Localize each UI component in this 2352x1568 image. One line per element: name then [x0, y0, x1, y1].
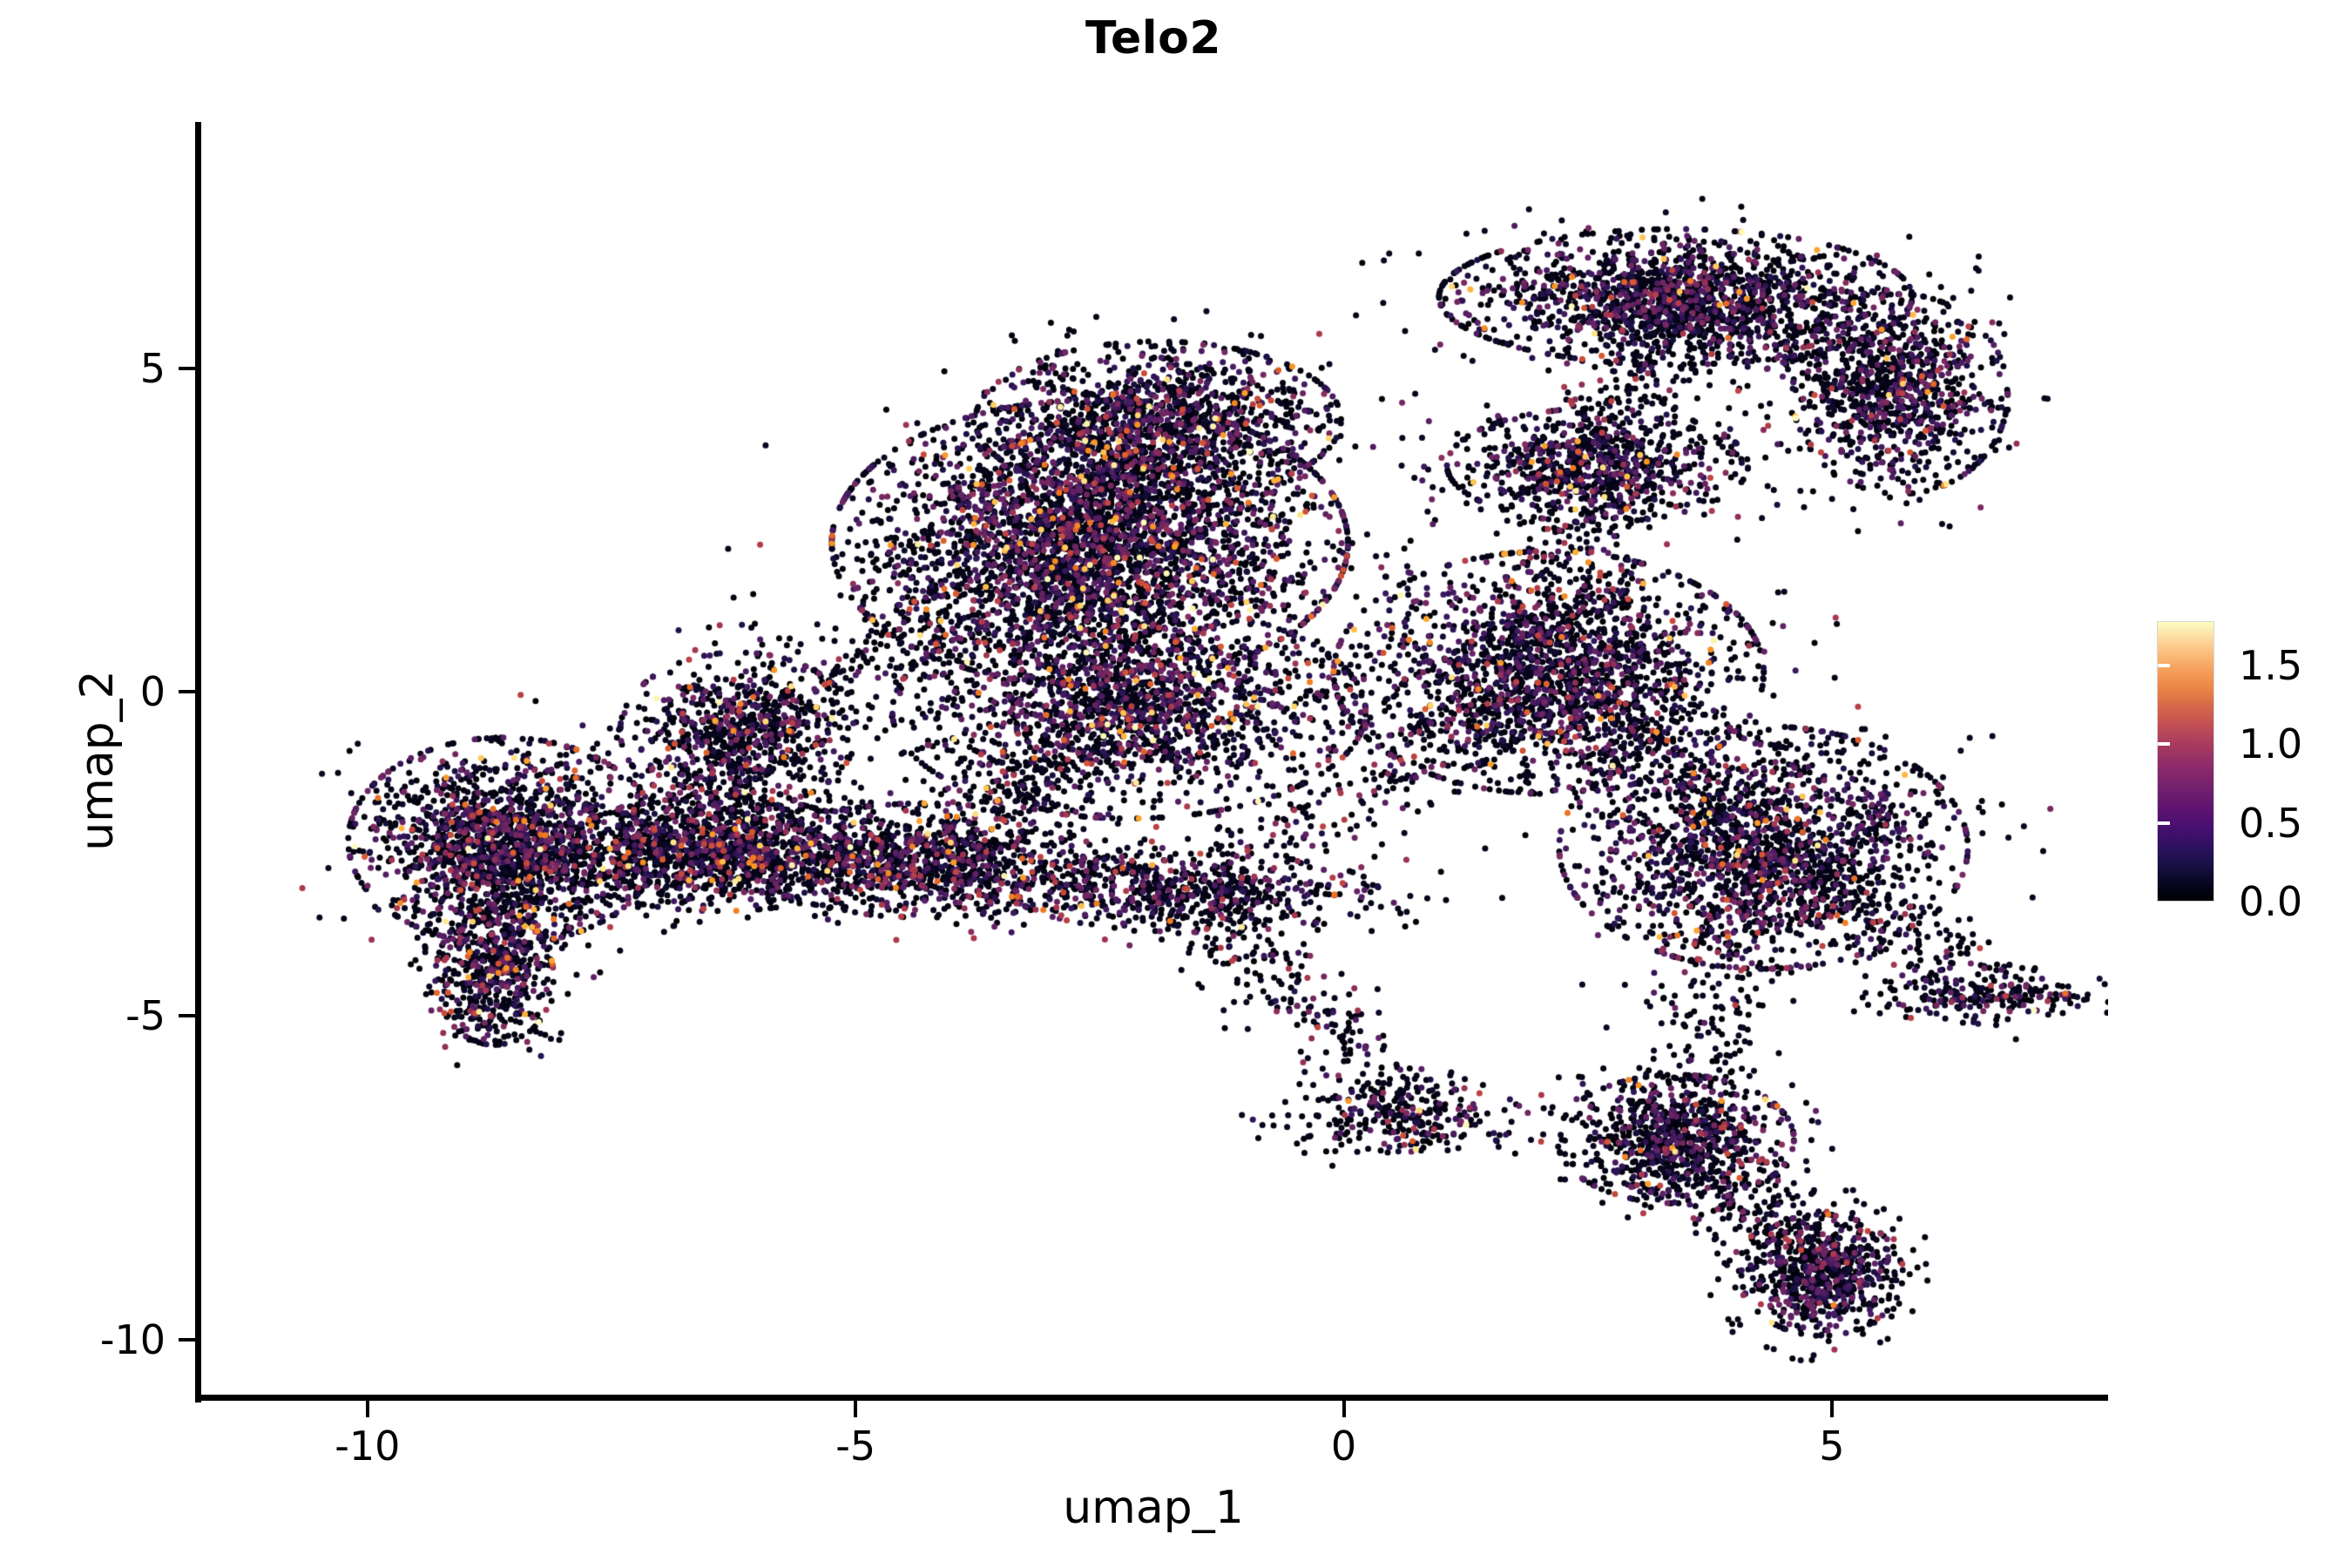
- colorbar-gradient: [2157, 621, 2214, 902]
- x-axis-spine: [195, 1395, 2108, 1401]
- colorbar-tick-mark: [2335, 742, 2348, 747]
- y-tick-mark: [179, 690, 195, 694]
- x-tick-label: 0: [1330, 1423, 1357, 1470]
- x-tick-label: 5: [1819, 1423, 1845, 1470]
- colorbar-tick-mark: [2158, 663, 2170, 667]
- colorbar-tick-mark: [2158, 742, 2170, 747]
- y-tick-mark: [179, 1014, 195, 1018]
- colorbar-tick-label: 0.5: [2239, 799, 2303, 847]
- x-tick-mark: [1342, 1401, 1346, 1417]
- colorbar-tick-mark: [2335, 663, 2348, 667]
- y-axis-label: umap_2: [71, 670, 124, 851]
- y-tick-label: -10: [99, 1316, 166, 1364]
- colorbar-tick-label: 1.0: [2239, 720, 2303, 768]
- colorbar-tick-mark: [2158, 821, 2170, 825]
- y-tick-label: 5: [139, 344, 166, 392]
- scatter-points-canvas: [201, 125, 2108, 1395]
- colorbar-tick-label: 0.0: [2239, 878, 2303, 925]
- x-tick-mark: [854, 1401, 858, 1417]
- scatter-plot-area: [201, 125, 2108, 1395]
- y-tick-label: 0: [139, 668, 166, 716]
- axes-container: [199, 122, 2108, 1398]
- x-axis-label: umap_1: [1063, 1482, 1244, 1534]
- colorbar-tick-mark: [2335, 821, 2348, 825]
- x-tick-mark: [1829, 1401, 1834, 1417]
- y-tick-mark: [179, 366, 195, 370]
- page-title: Telo2: [1085, 12, 1222, 64]
- colorbar-tick-label: 1.5: [2239, 641, 2303, 689]
- y-tick-mark: [179, 1338, 195, 1342]
- y-axis-spine: [195, 122, 201, 1402]
- x-tick-label: -5: [835, 1423, 876, 1470]
- x-tick-label: -10: [335, 1423, 401, 1470]
- x-tick-mark: [365, 1401, 369, 1417]
- colorbar: 0.0 0.5 1.0 1.5: [2157, 621, 2349, 925]
- y-tick-label: -5: [125, 992, 166, 1040]
